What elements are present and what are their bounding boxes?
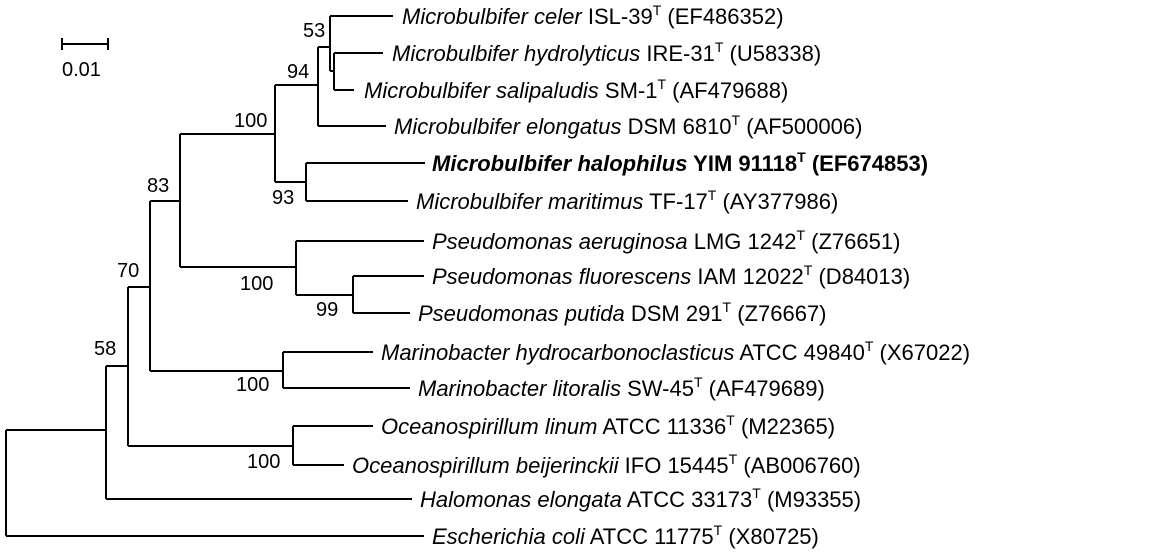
taxon-strain: ATCC 33173 — [627, 487, 753, 512]
taxon-accession: (EF486352) — [667, 4, 783, 29]
taxon-label-highlighted: Microbulbifer halophilus YIM 91118T (EF6… — [432, 149, 928, 176]
taxon-labels: Microbulbifer celer ISL-39T (EF486352) M… — [352, 2, 970, 549]
taxon-accession: (AF479689) — [709, 376, 825, 401]
taxon-accession: (U58338) — [730, 41, 822, 66]
taxon-species: Microbulbifer elongatus — [394, 114, 621, 139]
taxon-label: Microbulbifer elongatus DSM 6810T (AF500… — [394, 112, 862, 139]
taxon-accession: (AF479688) — [672, 78, 788, 103]
taxon-accession: (AB006760) — [743, 453, 860, 478]
taxon-accession: (AF500006) — [746, 114, 862, 139]
taxon-species: Escherichia coli — [432, 524, 586, 549]
taxon-label: Pseudomonas aeruginosa LMG 1242T (Z76651… — [432, 227, 900, 254]
taxon-accession: (D84013) — [818, 264, 910, 289]
type-strain-mark: T — [653, 2, 662, 18]
type-strain-mark: T — [726, 412, 735, 428]
taxon-species: Pseudomonas fluorescens — [432, 264, 691, 289]
taxon-strain: ATCC 11775 — [590, 524, 714, 549]
taxon-species: Pseudomonas putida — [418, 301, 625, 326]
taxon-species: Halomonas elongata — [420, 487, 622, 512]
taxon-strain: YIM 91118 — [693, 151, 797, 176]
taxon-species: Marinobacter litoralis — [418, 376, 621, 401]
type-strain-mark: T — [694, 374, 703, 390]
type-strain-mark: T — [732, 112, 741, 128]
taxon-species: Oceanospirillum beijerinckii — [352, 453, 620, 478]
type-strain-mark: T — [723, 299, 732, 315]
taxon-accession: (Z76667) — [737, 301, 826, 326]
taxon-label: Oceanospirillum linum ATCC 11336T (M2236… — [381, 412, 835, 439]
taxon-species: Oceanospirillum linum — [381, 414, 597, 439]
type-strain-mark: T — [715, 39, 724, 55]
taxon-strain: SW-45 — [627, 376, 694, 401]
scale-bar-label: 0.01 — [62, 59, 101, 81]
bootstrap-value: 100 — [240, 273, 273, 295]
taxon-label: Oceanospirillum beijerinckii IFO 15445T … — [352, 451, 861, 478]
taxon-accession: (EF674853) — [812, 151, 928, 176]
scale-bar: 0.01 — [61, 38, 109, 81]
taxon-strain: DSM 6810 — [628, 114, 732, 139]
taxon-strain: DSM 291 — [631, 301, 723, 326]
type-strain-mark: T — [796, 227, 805, 243]
taxon-accession: (M22365) — [741, 414, 835, 439]
bootstrap-value: 93 — [272, 187, 294, 209]
bootstrap-value: 100 — [247, 451, 280, 473]
type-strain-mark: T — [752, 485, 761, 501]
taxon-species: Pseudomonas aeruginosa — [432, 229, 688, 254]
taxon-species: Microbulbifer hydrolyticus — [392, 41, 640, 66]
taxon-species: Microbulbifer celer — [402, 4, 583, 29]
taxon-species: Marinobacter hydrocarbonoclasticus — [381, 340, 734, 365]
type-strain-mark: T — [865, 338, 874, 354]
type-strain-mark: T — [804, 262, 813, 278]
taxon-label: Microbulbifer celer ISL-39T (EF486352) — [402, 2, 784, 29]
taxon-label: Pseudomonas putida DSM 291T (Z76667) — [418, 299, 827, 326]
taxon-label: Microbulbifer hydrolyticus IRE-31T (U583… — [392, 39, 821, 66]
taxon-label: Microbulbifer maritimus TF-17T (AY377986… — [416, 187, 838, 214]
taxon-strain: LMG 1242 — [694, 229, 797, 254]
type-strain-mark: T — [657, 76, 666, 92]
tree-branches — [5, 15, 425, 537]
taxon-label: Escherichia coli ATCC 11775T (X80725) — [432, 522, 819, 549]
taxon-accession: (X67022) — [880, 340, 971, 365]
taxon-species: Microbulbifer salipaludis — [364, 78, 599, 103]
taxon-label: Marinobacter hydrocarbonoclasticus ATCC … — [381, 338, 970, 365]
taxon-strain: IRE-31 — [646, 41, 714, 66]
type-strain-mark: T — [797, 149, 806, 165]
taxon-accession: (AY377986) — [722, 189, 838, 214]
taxon-species: Microbulbifer maritimus — [416, 189, 643, 214]
bootstrap-value: 83 — [147, 175, 169, 197]
bootstrap-value: 100 — [236, 374, 269, 396]
taxon-label: Halomonas elongata ATCC 33173T (M93355) — [420, 485, 861, 512]
bootstrap-value: 70 — [117, 260, 139, 282]
taxon-accession: (Z76651) — [811, 229, 900, 254]
taxon-strain: SM-1 — [605, 78, 658, 103]
bootstrap-value: 94 — [287, 61, 309, 83]
taxon-strain: ISL-39 — [588, 4, 653, 29]
taxon-strain: TF-17 — [649, 189, 708, 214]
bootstrap-values: 53 94 100 93 83 100 99 70 100 58 100 — [94, 20, 338, 473]
type-strain-mark: T — [729, 451, 738, 467]
taxon-label: Pseudomonas fluorescens IAM 12022T (D840… — [432, 262, 910, 289]
type-strain-mark: T — [708, 187, 717, 203]
taxon-label: Microbulbifer salipaludis SM-1T (AF47968… — [364, 76, 788, 103]
taxon-strain: IAM 12022 — [697, 264, 803, 289]
taxon-accession: (X80725) — [728, 524, 819, 549]
bootstrap-value: 58 — [94, 338, 116, 360]
bootstrap-value: 100 — [234, 110, 267, 132]
bootstrap-value: 53 — [303, 20, 325, 42]
taxon-strain: IFO 15445 — [625, 453, 729, 478]
taxon-accession: (M93355) — [767, 487, 861, 512]
taxon-label: Marinobacter litoralis SW-45T (AF479689) — [418, 374, 825, 401]
taxon-species: Microbulbifer halophilus — [432, 151, 687, 176]
type-strain-mark: T — [714, 522, 723, 538]
taxon-strain: ATCC 49840 — [739, 340, 865, 365]
bootstrap-value: 99 — [316, 299, 338, 321]
taxon-strain: ATCC 11336 — [602, 414, 726, 439]
